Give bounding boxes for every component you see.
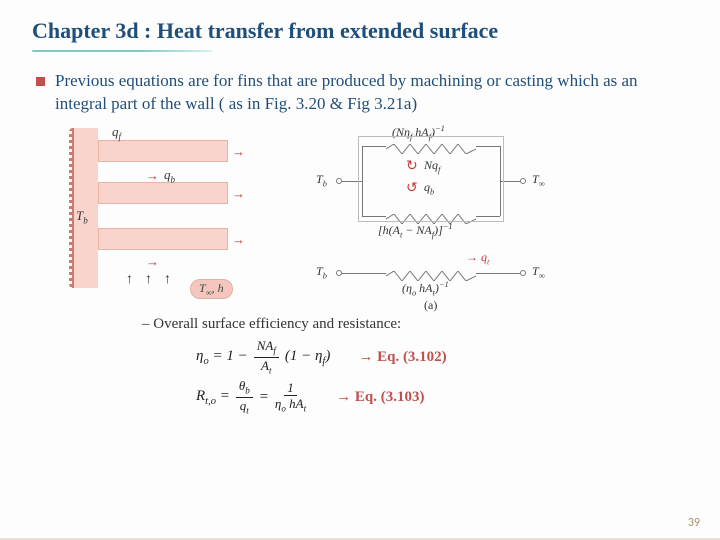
slide-root: Chapter 3d : Heat transfer from extended… [0, 0, 720, 540]
bullet-item: Previous equations are for fins that are… [32, 70, 688, 116]
label-qf: qf [112, 124, 121, 142]
resistor-single [386, 268, 476, 278]
fin-array-diagram: → qf → qb → → → Tb ↑↑↑ T∞, h [72, 122, 292, 302]
label-lower-res: [h(At − NAf)]−1 [378, 222, 453, 239]
eq1-ref: → Eq. (3.102) [358, 349, 446, 366]
eq2-math: Rt,o = θbqt = 1ηo hAt [196, 379, 308, 415]
node-right-top [520, 178, 526, 184]
arrow-gap2: → [146, 254, 159, 269]
node-tinf-bot: T∞ [532, 264, 545, 280]
arrow-fin2: → [232, 186, 245, 201]
label-tb: Tb [76, 208, 88, 226]
arrow-qb: → [146, 168, 159, 183]
node-right-bot [520, 270, 526, 276]
node-tb-bot: Tb [316, 264, 327, 280]
eq2-ref: → Eq. (3.103) [336, 389, 424, 406]
arrow-qf: → [232, 144, 245, 159]
wire [476, 273, 520, 274]
bullet-text: Previous equations are for fins that are… [55, 70, 688, 116]
node-tb-top: Tb [316, 172, 327, 188]
eq1-math: ηo = 1 − NAfAt (1 − ηf) [196, 339, 330, 375]
subcaption-a: (a) [424, 298, 437, 313]
fin-1 [98, 140, 228, 162]
thermal-circuit-panel: Tb (Nηf hAf)−1 ↻ Nqf qb ↻ [h(At − NAf)]−… [316, 122, 616, 312]
arrow-fin3: → [232, 232, 245, 247]
node-tinf-top: T∞ [532, 172, 545, 188]
title-underline [32, 50, 212, 52]
fin-3 [98, 228, 228, 250]
bullet-marker [36, 77, 45, 86]
equations-section: – Overall surface efficiency and resista… [142, 316, 688, 416]
parallel-box [358, 136, 504, 222]
page-number: 39 [688, 516, 700, 530]
fin-2 [98, 182, 228, 204]
figure-area: → qf → qb → → → Tb ↑↑↑ T∞, h Tb [72, 122, 688, 312]
label-tinf-h: T∞, h [190, 279, 233, 299]
label-qt-arrow: → qt [466, 250, 489, 266]
label-single-res: (ηo hAt)−1 [402, 280, 449, 297]
label-qb: qb [164, 167, 175, 185]
eq-heading: – Overall surface efficiency and resista… [142, 316, 688, 333]
slide-title: Chapter 3d : Heat transfer from extended… [32, 18, 688, 44]
eq-line-1: ηo = 1 − NAfAt (1 − ηf) → Eq. (3.102) [196, 339, 688, 375]
wire [342, 273, 386, 274]
eq-line-2: Rt,o = θbqt = 1ηo hAt → Eq. (3.103) [196, 379, 688, 415]
convection-arrows: ↑↑↑ [126, 272, 171, 288]
